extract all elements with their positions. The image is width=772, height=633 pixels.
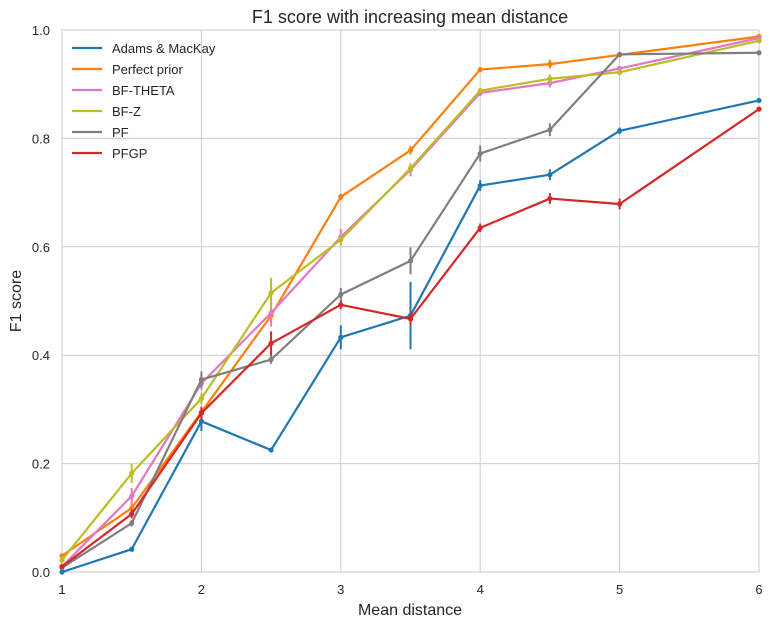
data-point [477,88,483,94]
data-point [59,557,65,563]
data-point [477,66,483,73]
x-axis-title: Mean distance [358,602,462,619]
series-line [61,39,760,561]
data-point [407,258,414,264]
data-point [756,106,762,112]
data-point [617,51,623,57]
y-tick-label: 0.8 [32,131,50,146]
series-line [61,108,760,568]
data-point [338,237,344,243]
y-axis-title: F1 score [8,270,25,332]
y-tick-label: 0.2 [32,457,50,472]
data-point [129,511,135,517]
data-point [617,69,623,75]
x-tick-label: 3 [337,582,344,597]
series-line [61,51,760,569]
legend-item: Adams & MacKay [72,41,216,56]
data-point [547,172,553,178]
x-tick-label: 2 [198,582,205,597]
legend-item: PF [72,125,129,140]
legend-label: BF-THETA [112,83,175,98]
legend-label: Perfect prior [112,62,183,77]
data-point [756,97,762,104]
data-point [59,563,65,570]
series-group [59,38,762,564]
data-point [617,65,623,72]
data-point [198,418,204,424]
data-point [268,447,274,453]
data-point [268,356,274,363]
y-tick-label: 1.0 [32,23,50,38]
x-tick-label: 5 [616,582,623,597]
data-point [547,76,553,82]
x-tick-label: 6 [755,582,762,597]
data-point [338,302,344,308]
data-point [547,195,553,202]
data-point [198,410,204,416]
data-point [268,340,274,346]
data-point [59,569,65,575]
data-point [547,61,553,67]
y-tick-label: 0.0 [32,565,50,580]
data-point [617,201,623,207]
legend-item: BF-Z [72,104,141,119]
data-point [268,290,274,296]
data-point [338,291,344,298]
tick-labels: 1 2 3 4 5 6 0.0 0.2 0.4 0.6 0.8 1.0 [32,23,763,597]
legend: Adams & MacKay Perfect prior BF-THETA BF-Z P… [72,41,216,161]
chart-title: F1 score with increasing mean distance [252,7,568,27]
data-point [477,150,483,157]
series-layer [59,33,762,575]
data-point [129,493,135,499]
legend-label: PFGP [112,146,147,161]
data-point [756,50,762,56]
data-point [268,310,274,316]
x-tick-label: 1 [58,582,65,597]
y-tick-label: 0.6 [32,240,50,255]
data-point [338,334,344,340]
data-point [407,147,414,153]
plot-frame [61,29,760,573]
data-point [756,38,762,44]
series-line [61,35,760,557]
data-point [129,470,135,476]
data-point [129,546,135,552]
series-line [61,99,760,574]
data-point [407,316,414,322]
data-point [198,395,204,402]
data-point [477,225,483,231]
data-point [617,128,623,134]
series-group [59,106,762,570]
legend-label: PF [112,125,129,140]
data-point [338,194,344,200]
data-point [129,505,135,511]
data-point [477,182,483,189]
data-point [129,520,135,526]
legend-item: BF-THETA [72,83,175,98]
legend-label: Adams & MacKay [112,41,216,56]
legend-item: Perfect prior [72,62,183,77]
data-point [198,376,204,383]
data-point [407,165,414,171]
legend-label: BF-Z [112,104,141,119]
y-tick-label: 0.4 [32,348,50,363]
x-tick-label: 4 [477,582,484,597]
data-point [547,127,553,133]
legend-item: PFGP [72,146,147,161]
